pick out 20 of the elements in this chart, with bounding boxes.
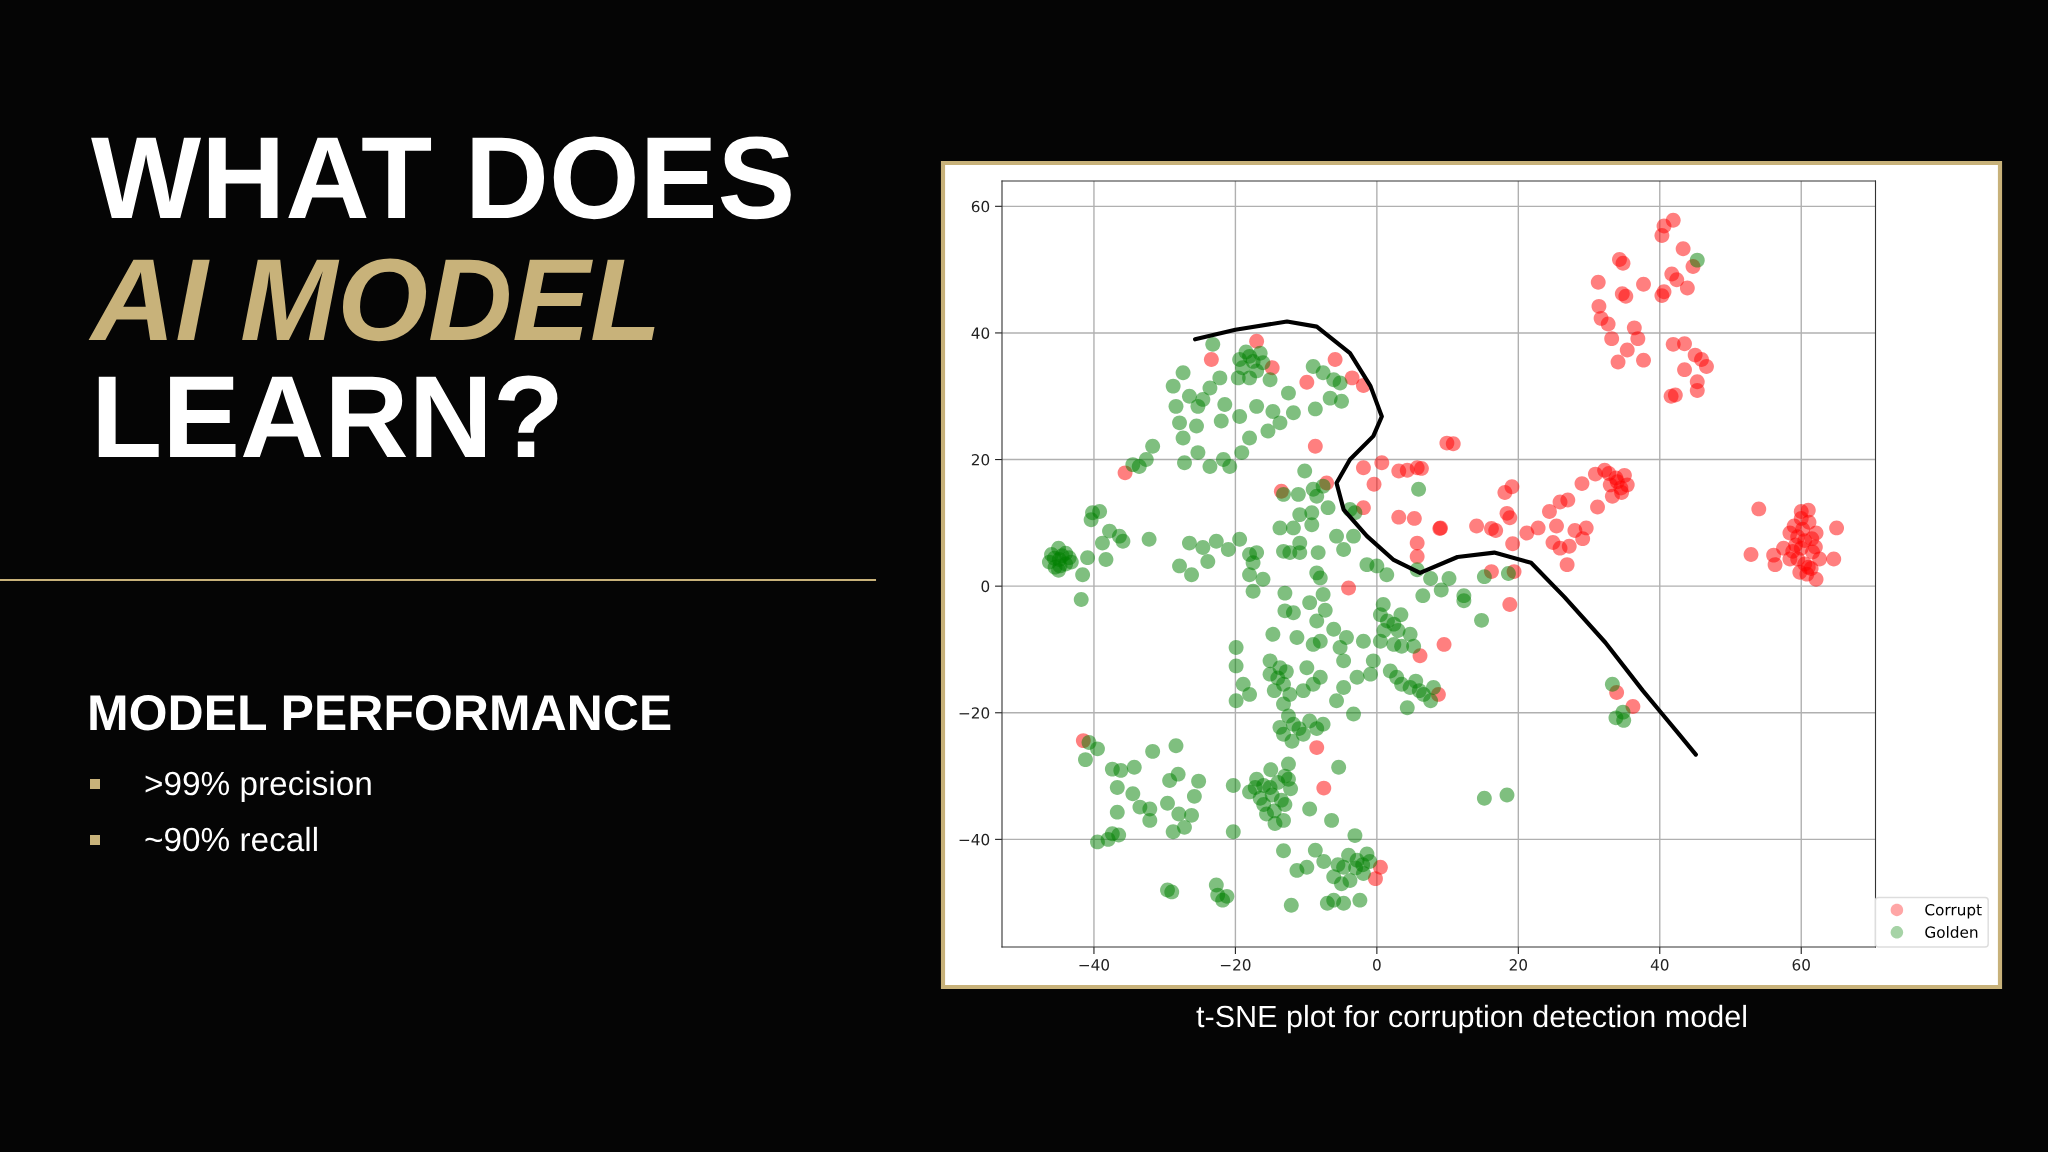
legend-label: Golden [1925, 926, 1978, 938]
text: t-SNE plot for corruption detection model [1196, 1004, 1746, 1034]
y-tick-label: 20 [971, 454, 990, 466]
legend-label: Corrupt [1925, 903, 1982, 919]
x-tick-label: 20 [1509, 959, 1528, 971]
y-tick-label: −40 [959, 833, 990, 846]
text: ~90% recall [145, 826, 317, 852]
text: >99% precision [145, 770, 371, 802]
y-tick-label: −20 [959, 707, 990, 719]
line-series [1193, 319, 1698, 757]
y-tick-label: 0 [981, 580, 990, 593]
text: MODEL PERFORMANCE [90, 695, 671, 731]
chart-title: WHAT DOES AI MODEL LEARN? [88, 136, 791, 457]
y-tick-label: 40 [971, 327, 990, 339]
x-tick-label: −40 [1079, 959, 1110, 971]
x-tick-label: 60 [1792, 959, 1810, 971]
x-tick-label: 40 [1650, 959, 1669, 971]
y-tick-label: 60 [971, 200, 990, 213]
x-tick-label: 0 [1373, 959, 1381, 971]
x-tick-label: −20 [1220, 959, 1251, 971]
